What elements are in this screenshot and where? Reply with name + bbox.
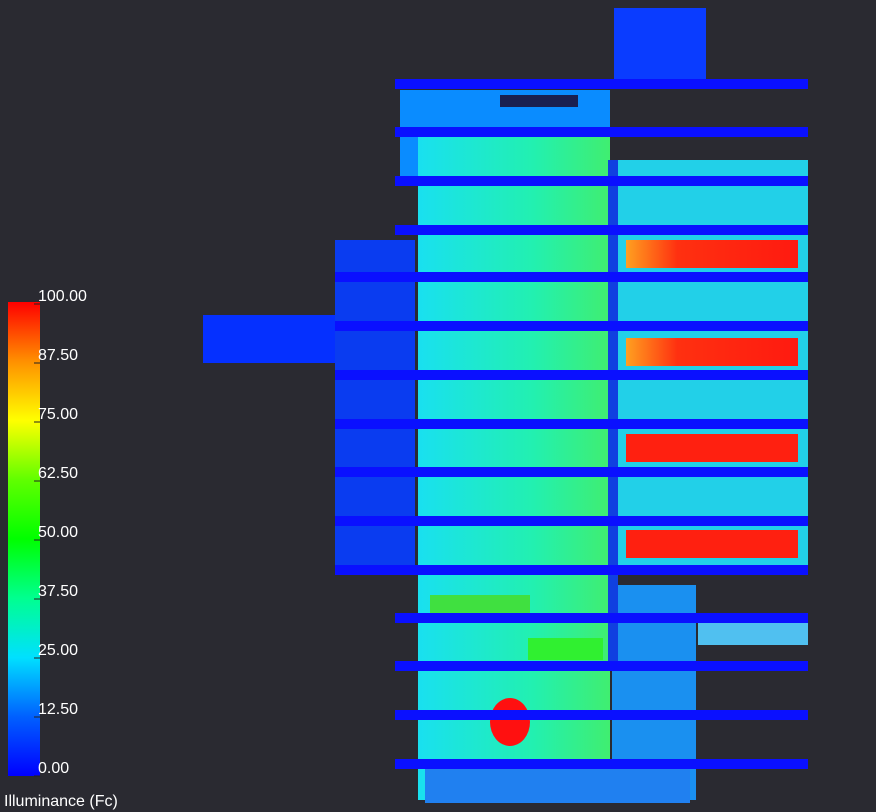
tick-label: 50.00 xyxy=(38,524,78,541)
render-view: Illuminance (Fc) 100.00 87.50 75.00 62.50 50… xyxy=(0,0,876,812)
tick-label: 12.50 xyxy=(38,701,78,718)
tick-label: 62.50 xyxy=(38,465,78,482)
legend-title: Illuminance (Fc) xyxy=(4,793,118,810)
page: Illuminance (Fc) 100.00 87.50 75.00 62.50 50… xyxy=(0,0,876,812)
color-scale xyxy=(8,302,40,776)
tick-label: 87.50 xyxy=(38,347,78,364)
tick-label: 75.00 xyxy=(38,406,78,423)
tick-label: 25.00 xyxy=(38,642,78,659)
tick-label: 100.00 xyxy=(38,288,87,305)
tick-label: 37.50 xyxy=(38,583,78,600)
tick-label: 0.00 xyxy=(38,760,69,777)
